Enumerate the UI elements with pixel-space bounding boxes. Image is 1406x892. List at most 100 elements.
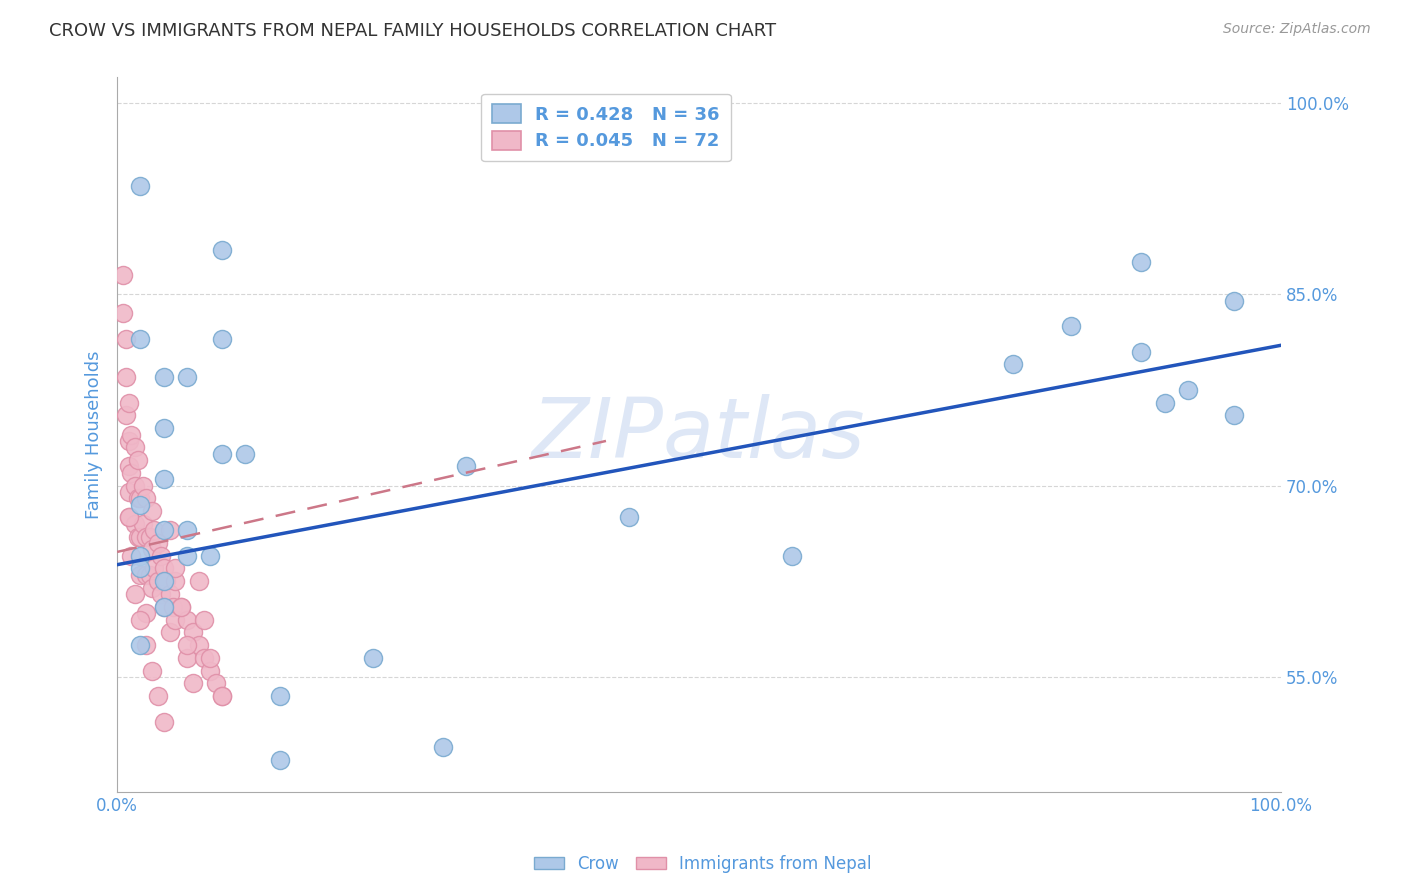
Point (118, 485, 141, 500)
Point (141, 664, 163, 678)
Point (211, 332, 233, 346)
Point (152, 472, 174, 486)
Point (152, 523, 174, 537)
Point (159, 625, 181, 640)
Point (141, 581, 163, 595)
Point (146, 574, 169, 589)
Point (124, 516, 146, 531)
Point (118, 395, 141, 409)
Point (141, 542, 163, 557)
Point (120, 466, 142, 480)
Point (129, 638, 152, 652)
Y-axis label: Family Households: Family Households (86, 351, 103, 519)
Point (200, 650, 222, 665)
Point (193, 650, 215, 665)
Point (176, 650, 198, 665)
Text: CROW VS IMMIGRANTS FROM NEPAL FAMILY HOUSEHOLDS CORRELATION CHART: CROW VS IMMIGRANTS FROM NEPAL FAMILY HOU… (49, 22, 776, 40)
Point (152, 421, 174, 435)
Point (118, 434, 141, 448)
Point (193, 613, 215, 627)
Point (132, 516, 155, 531)
Point (211, 689, 233, 703)
Point (456, 459, 478, 474)
Point (135, 606, 157, 620)
Point (1002, 358, 1025, 372)
Point (127, 491, 149, 506)
Point (143, 523, 166, 537)
Point (152, 574, 174, 589)
Point (111, 268, 134, 282)
Point (120, 427, 142, 442)
Point (129, 332, 152, 346)
Point (152, 370, 174, 384)
Point (1223, 293, 1246, 308)
Point (135, 567, 157, 582)
Point (115, 332, 138, 346)
Point (1223, 409, 1246, 423)
Point (1153, 395, 1175, 409)
Point (129, 498, 152, 512)
Point (115, 409, 138, 423)
Point (233, 447, 256, 461)
Point (146, 536, 169, 550)
Point (124, 440, 146, 454)
Point (139, 530, 162, 544)
Point (118, 510, 141, 524)
Point (181, 625, 204, 640)
Point (152, 714, 174, 729)
Point (211, 689, 233, 703)
Point (118, 510, 141, 524)
Point (170, 599, 193, 614)
Point (211, 243, 233, 257)
Point (205, 676, 228, 690)
Point (115, 370, 138, 384)
Point (139, 567, 162, 582)
Point (143, 561, 166, 575)
Legend: R = 0.428   N = 36, R = 0.045   N = 72: R = 0.428 N = 36, R = 0.045 N = 72 (481, 94, 731, 161)
Point (118, 459, 141, 474)
Point (619, 510, 641, 524)
Point (152, 561, 174, 575)
Point (124, 587, 146, 601)
Point (159, 587, 181, 601)
Point (129, 561, 152, 575)
Point (150, 587, 173, 601)
Point (135, 530, 157, 544)
Text: Source: ZipAtlas.com: Source: ZipAtlas.com (1223, 22, 1371, 37)
Point (127, 530, 149, 544)
Point (176, 549, 198, 563)
Point (176, 613, 198, 627)
Point (211, 447, 233, 461)
Point (162, 599, 184, 614)
Point (120, 549, 142, 563)
Point (159, 523, 181, 537)
Point (129, 549, 152, 563)
Point (187, 638, 209, 652)
Point (1177, 383, 1199, 397)
Legend: Crow, Immigrants from Nepal: Crow, Immigrants from Nepal (527, 848, 879, 880)
Point (1130, 344, 1153, 359)
Point (181, 676, 204, 690)
Point (432, 740, 454, 755)
Point (361, 650, 384, 665)
Point (1060, 319, 1083, 334)
Point (165, 613, 187, 627)
Point (129, 804, 152, 818)
Point (780, 549, 803, 563)
Text: ZIPatlas: ZIPatlas (533, 394, 866, 475)
Point (150, 549, 173, 563)
Point (269, 689, 291, 703)
Point (269, 753, 291, 767)
Point (127, 453, 149, 467)
Point (124, 478, 146, 492)
Point (129, 491, 152, 506)
Point (129, 567, 152, 582)
Point (146, 689, 169, 703)
Point (129, 530, 152, 544)
Point (1130, 255, 1153, 269)
Point (135, 491, 157, 506)
Point (200, 664, 222, 678)
Point (176, 523, 198, 537)
Point (129, 613, 152, 627)
Point (132, 478, 155, 492)
